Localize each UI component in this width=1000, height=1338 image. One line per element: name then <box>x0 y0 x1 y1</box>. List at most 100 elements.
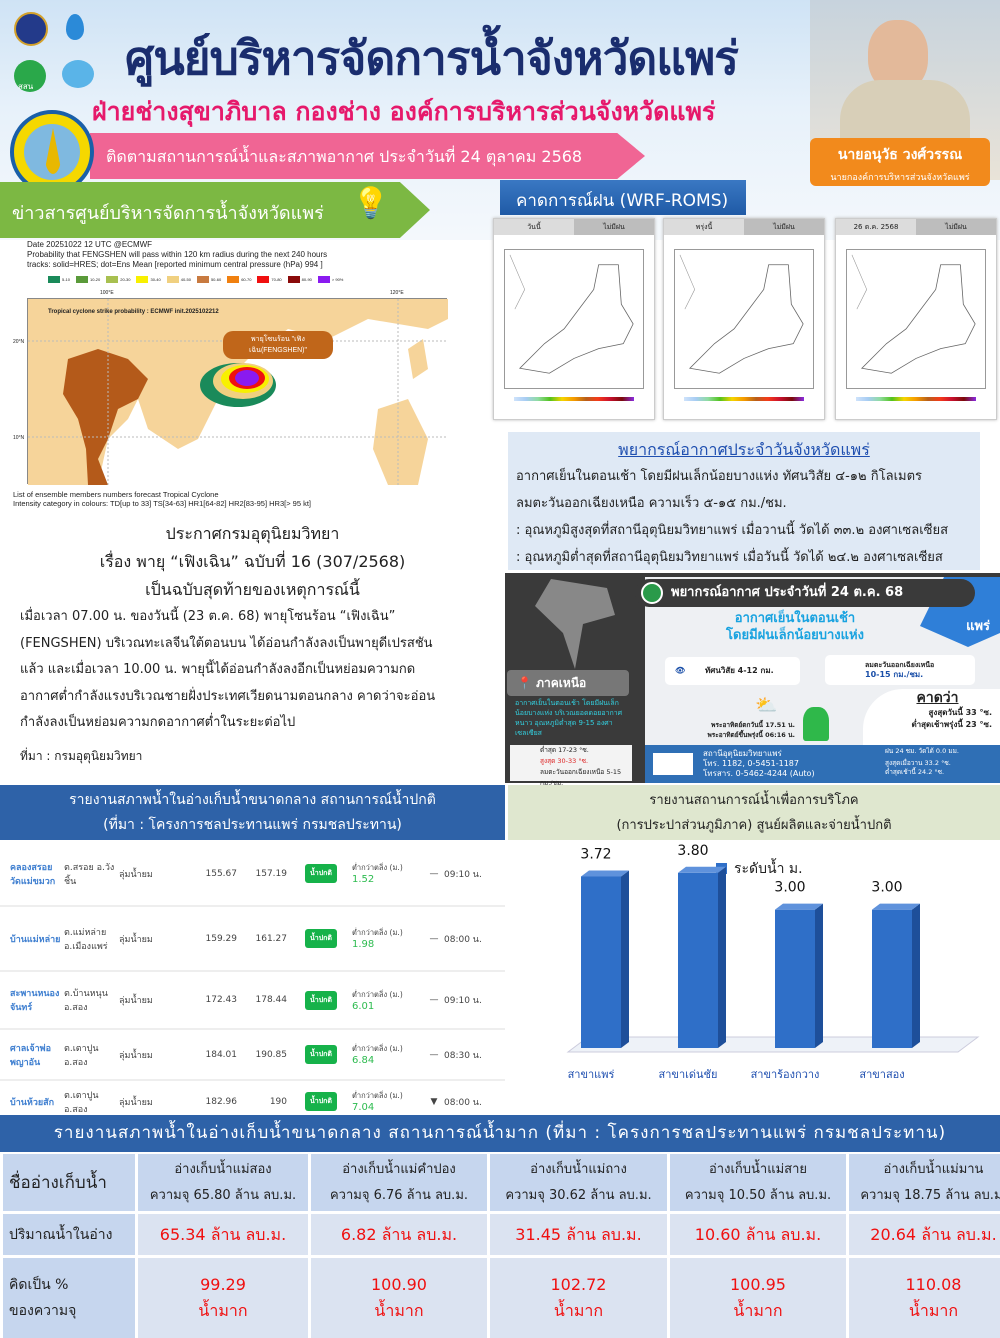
water-level: 157.19 <box>255 868 288 879</box>
weather-line: : อุณหภูมิสูงสุดที่สถานีอุตุนิยมวิทยาแพร… <box>516 523 949 538</box>
region-name: ภาคเหนือ <box>536 676 587 690</box>
reservoir-percent-line: 102.72 <box>550 1275 607 1294</box>
thailand-provinces <box>63 349 148 485</box>
station-name-link[interactable]: คลองสรอย วัดแม่ขมวก <box>10 862 56 887</box>
rain-color-scale <box>684 397 804 401</box>
station-address: ต.บ้านหนุน อ.สอง <box>64 989 108 1013</box>
station-info: สถานีอุตุนิยมวิทยาแพร่ โทร. 1182, 0-5451-… <box>645 745 1000 783</box>
rain-panel-header: พรุ่งนี้ ไม่มีฝน <box>664 219 824 235</box>
lightbulb-icon: 💡 <box>352 186 390 221</box>
lon-label: 100°E <box>100 290 114 296</box>
station-name-link[interactable]: ศาลเจ้าพ่อพญาอัน <box>10 1043 52 1068</box>
region-high: สูงสุด 30-33 °ซ. <box>540 757 589 765</box>
expect-label: คาดว่า <box>916 690 959 706</box>
probability-legend: 5-10 10-20 20-30 30-40 40-50 50-60 60-70 70-80 8… <box>48 276 460 283</box>
announcement-body-line: แล้ว และเมื่อเวลา 10.00 น. พายุนี้ได้อ่อ… <box>20 662 416 677</box>
reservoir-percent-line: น้ำมาก <box>908 1301 959 1320</box>
weather-line: อากาศเย็นในตอนเช้า โดยมีฝนเล็กน้อยบางแห่… <box>516 469 923 484</box>
legend-swatch <box>317 276 330 283</box>
wind-card: ลมตะวันออกเฉียงเหนือ 10-15 กม./ชม. <box>825 655 975 685</box>
volume-row-label-line: ปริมาณน้ำในอ่าง <box>9 1226 113 1243</box>
legend-swatch <box>166 276 179 283</box>
reservoir-name-line: ความจุ 30.62 ล้าน ลบ.ม. <box>505 1187 652 1203</box>
pwa-chart-header: รายงานสถานการณ์น้ำเพื่อการบริโภค (การประ… <box>508 785 1000 840</box>
reservoir-column-label-line: ชื่ออ่างเก็บน้ำ <box>9 1172 107 1193</box>
news-banner-text: ข่าวสารศูนย์บริหารจัดการน้ำจังหวัดแพร่ <box>12 203 324 224</box>
region-low: ต่ำสุด 17-23 °ซ. <box>540 746 589 754</box>
reservoir-name-line: อ่างเก็บน้ำแม่มาน <box>883 1161 984 1177</box>
category-label: สาขาแพร่ <box>568 1068 615 1081</box>
status-badge: น้ำปกติ <box>305 990 337 1010</box>
lon-label: 120°E <box>390 290 404 296</box>
today-low: ต่ำสุดเช้านี้ 24.2 °ซ. <box>885 768 945 776</box>
headline: โดยมีฝนเล็กน้อยบางแห่ง <box>726 628 864 643</box>
station-basin: ลุ่มน้ำยม <box>119 1097 153 1108</box>
bank-level: 172.43 <box>205 995 238 1005</box>
normal-reservoir-title: รายงานสภาพน้ำในอ่างเก็บน้ำขนาดกลาง สถานก… <box>69 792 436 808</box>
water-level: 190.85 <box>255 1049 288 1060</box>
station-address: ต.เตาปูน อ.สอง <box>64 1043 99 1068</box>
hii-logo-text: สสน <box>18 82 34 91</box>
rain-map <box>846 249 986 389</box>
date-banner: ติดตามสถานการณ์น้ำและสภาพอากาศ ประจำวันท… <box>90 133 645 179</box>
wind-direction: ลมตะวันออกเฉียงเหนือ <box>865 661 935 669</box>
status-badge: น้ำปกติ <box>305 929 337 948</box>
reservoir-volume: 31.45 ล้าน ลบ.ม. <box>490 1214 667 1255</box>
reservoir-volume-line: 20.64 ล้าน ลบ.ม. <box>870 1224 997 1244</box>
weather-title-link[interactable]: พยากรณ์อากาศประจำวันจังหวัดแพร่ <box>618 440 870 459</box>
bar-side <box>912 903 920 1048</box>
reservoir-volume: 10.60 ล้าน ลบ.ม. <box>670 1214 846 1255</box>
high-temp: สูงสุดวันนี้ 33 °ซ. <box>928 708 992 717</box>
water-station-table: คลองสรอย วัดแม่ขมวก ต.สรอย อ.วังชิ้น ลุ่มน… <box>0 842 505 1124</box>
legend-swatch <box>227 276 240 283</box>
reservoir-column-label: ชื่ออ่างเก็บน้ำ <box>3 1154 135 1211</box>
bank-level: 182.96 <box>205 1096 238 1107</box>
cyclone-tracks-text: tracks: solid=HRES; dot=Ens Mean [report… <box>27 260 323 269</box>
bank-level: 184.01 <box>205 1049 238 1060</box>
chart-title: รายงานสถานการณ์น้ำเพื่อการบริโภค <box>649 793 859 808</box>
official-name: นายอนุวัธ วงศ์วรรณ <box>837 147 963 163</box>
legend-swatch <box>76 276 89 283</box>
sunset: พระอาทิตย์ตกวันนี้ 17.51 น. <box>711 721 795 729</box>
below-bank: ต่ำกว่าตลิ่ง (ม.) 7.04 <box>342 1090 424 1113</box>
thaiwater-logo <box>62 60 94 88</box>
cyclone-footer: List of ensemble members numbers forecas… <box>13 490 219 499</box>
sunrise: พระอาทิตย์ขึ้นพรุ่งนี้ 06:16 น. <box>707 731 795 739</box>
daily-weather-forecast: พยากรณ์อากาศประจำวันจังหวัดแพร่ อากาศเย็… <box>508 432 980 570</box>
below-bank: ต่ำกว่าตลิ่ง (ม.) 6.84 <box>342 1043 424 1066</box>
rain-forecast-header: คาดการณ์ฝน (WRF-ROMS) <box>500 180 746 215</box>
announcement-body-line: เมื่อเวลา 07.00 น. ของวันนี้ (23 ต.ค. 68… <box>20 609 396 624</box>
thailand-map-icon <box>535 579 615 669</box>
update-time: 09:10 น. <box>444 869 482 880</box>
reservoir-volume: 6.82 ล้าน ลบ.ม. <box>311 1214 487 1255</box>
station-name-link[interactable]: บ้านแม่หล่าย <box>10 934 61 945</box>
station-name-link[interactable]: สะพานหนองจันทร์ <box>10 989 60 1013</box>
sun-times: พระอาทิตย์ตกวันนี้ 17.51 น. พระอาทิตย์ขึ้… <box>665 720 795 740</box>
rain-panel-day: 26 ต.ค. 2568 <box>836 219 916 235</box>
legend-swatch <box>136 276 149 283</box>
cyclone-intensity-legend: Intensity category in colours: TD[up to … <box>13 499 312 508</box>
legend-item: 70-80 <box>257 276 282 283</box>
category-label: สาขาสอง <box>859 1068 904 1081</box>
station-name: สถานีอุตุนิยมวิทยาแพร่ <box>703 749 782 758</box>
reservoir-name-line: ความจุ 6.76 ล้าน ลบ.ม. <box>329 1187 469 1203</box>
tmd-logo <box>641 582 663 604</box>
reservoir-volume: 20.64 ล้าน ลบ.ม. <box>849 1214 1000 1255</box>
rain-color-scale <box>856 397 976 401</box>
reservoir-volume: 65.34 ล้าน ลบ.ม. <box>138 1214 308 1255</box>
legend-label: > 90% <box>331 277 344 282</box>
volume-row-label: ปริมาณน้ำในอ่าง <box>3 1214 135 1255</box>
below-bank-value: 7.04 <box>352 1102 375 1113</box>
data-label: 3.00 <box>774 880 805 896</box>
bar <box>775 909 815 1048</box>
station-name-link[interactable]: บ้านห้วยสัก <box>10 1097 55 1108</box>
bar-side <box>718 866 726 1048</box>
bar-side <box>815 903 823 1048</box>
percent-row-label-line: คิดเป็น % <box>9 1277 69 1293</box>
high-reservoir-title: รายงานสภาพน้ำในอ่างเก็บน้ำขนาดกลาง สถานก… <box>0 1115 1000 1152</box>
data-label: 3.72 <box>580 846 611 862</box>
below-bank: ต่ำกว่าตลิ่ง (ม.) 1.98 <box>342 927 424 950</box>
bar <box>678 872 718 1048</box>
station-basin: ลุ่มน้ำยม <box>119 996 153 1006</box>
lat-label: 10°N <box>13 435 25 441</box>
